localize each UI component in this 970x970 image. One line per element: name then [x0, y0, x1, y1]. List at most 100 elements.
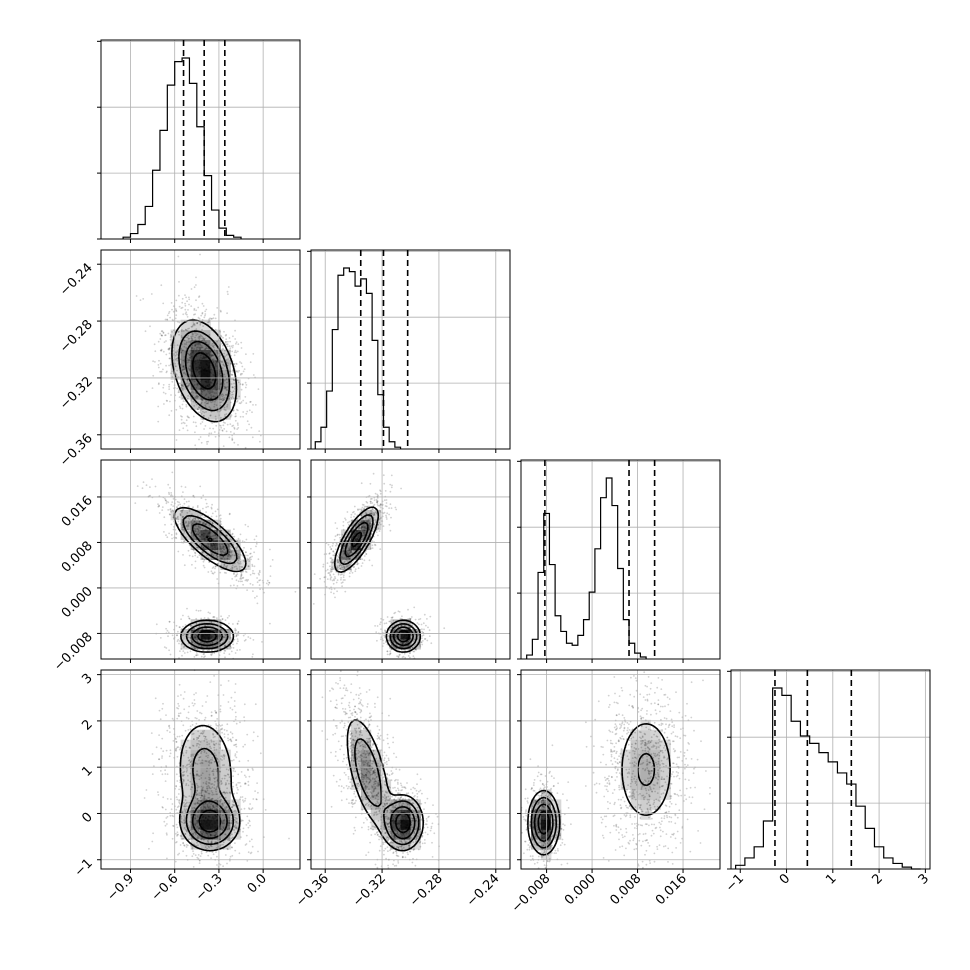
density-cell: [220, 789, 231, 800]
scatter-point: [239, 415, 242, 418]
scatter-point: [197, 343, 200, 346]
scatter-point: [219, 551, 222, 553]
scatter-point: [191, 317, 194, 320]
scatter-point: [185, 424, 188, 427]
scatter-point: [232, 378, 235, 381]
scatter-point: [164, 499, 167, 502]
scatter-point: [202, 551, 204, 554]
scatter-point: [194, 392, 197, 394]
scatter-point: [187, 784, 190, 787]
density-cell: [190, 809, 201, 820]
scatter-point: [430, 642, 433, 645]
scatter-point: [205, 393, 208, 396]
scatter-point: [200, 401, 203, 404]
scatter-point: [194, 396, 196, 399]
scatter-point: [224, 355, 226, 358]
scatter-point: [209, 381, 212, 383]
scatter-point: [186, 380, 189, 382]
scatter-point: [180, 485, 183, 488]
density-cell: [210, 359, 221, 370]
scatter-point: [212, 358, 215, 360]
scatter-point: [183, 652, 186, 654]
scatter-point: [244, 568, 247, 571]
scatter-point: [175, 314, 178, 317]
scatter-point: [194, 431, 196, 434]
scatter-point: [420, 637, 423, 640]
scatter-point: [182, 625, 184, 628]
scatter-point: [166, 798, 169, 800]
scatter-point: [177, 550, 180, 553]
scatter-point: [203, 389, 205, 392]
scatter-point: [162, 384, 165, 386]
scatter-point: [215, 748, 218, 751]
scatter-point: [201, 346, 204, 349]
scatter-point: [169, 508, 172, 511]
scatter-point: [194, 345, 197, 347]
scatter-point: [237, 537, 240, 540]
scatter-point: [205, 380, 207, 383]
scatter-point: [195, 530, 197, 533]
scatter-point: [245, 554, 247, 557]
scatter-point: [253, 551, 256, 554]
scatter-point: [389, 503, 392, 506]
scatter-point: [382, 642, 385, 645]
scatter-point: [163, 516, 166, 519]
scatter-point: [195, 609, 198, 612]
density-cell: [650, 749, 661, 760]
scatter-point: [191, 855, 194, 858]
scatter-point: [192, 391, 195, 394]
density-cell: [200, 789, 211, 800]
density-cell: [180, 739, 191, 751]
scatter-point: [241, 796, 244, 798]
scatter-point: [178, 748, 181, 751]
scatter-point: [190, 639, 192, 642]
scatter-point: [190, 288, 193, 290]
scatter-point: [188, 337, 191, 340]
scatter-point: [264, 809, 267, 811]
scatter-point: [189, 354, 191, 357]
scatter-point: [200, 390, 203, 392]
scatter-point: [230, 538, 233, 541]
scatter-point: [236, 642, 238, 645]
scatter-point: [240, 554, 242, 556]
scatter-point: [219, 410, 222, 412]
scatter-point: [229, 584, 232, 587]
scatter-point: [210, 543, 213, 546]
scatter-point: [220, 426, 223, 429]
density-cell: [230, 819, 241, 830]
scatter-point: [376, 639, 378, 642]
scatter-point: [197, 366, 200, 368]
scatter-point: [212, 538, 215, 541]
scatter-point: [193, 699, 196, 701]
scatter-point: [220, 398, 223, 401]
density-cell: [230, 539, 241, 550]
scatter-point: [202, 357, 204, 359]
scatter-point: [236, 370, 238, 372]
density-cell: [200, 759, 211, 770]
scatter-point: [230, 363, 233, 365]
scatter-point: [193, 529, 196, 532]
scatter-point: [258, 584, 261, 586]
scatter-point: [178, 626, 181, 628]
scatter-point: [190, 347, 193, 349]
scatter-point: [175, 351, 178, 354]
scatter-point: [237, 424, 239, 426]
scatter-point: [336, 543, 338, 546]
scatter-point: [149, 494, 152, 497]
scatter-point: [168, 347, 171, 350]
scatter-point: [379, 548, 382, 550]
scatter-point: [207, 396, 210, 398]
scatter-point: [215, 383, 218, 386]
scatter-point: [204, 404, 207, 407]
scatter-point: [365, 500, 368, 503]
scatter-point: [331, 558, 334, 561]
scatter-point: [186, 397, 189, 400]
scatter-point: [329, 578, 332, 581]
scatter-point: [229, 645, 232, 648]
scatter-point: [188, 368, 191, 370]
scatter-point: [204, 380, 207, 383]
density-cell: [640, 719, 651, 731]
scatter-point: [200, 314, 203, 317]
scatter-point: [221, 393, 224, 396]
scatter-point: [162, 368, 164, 371]
